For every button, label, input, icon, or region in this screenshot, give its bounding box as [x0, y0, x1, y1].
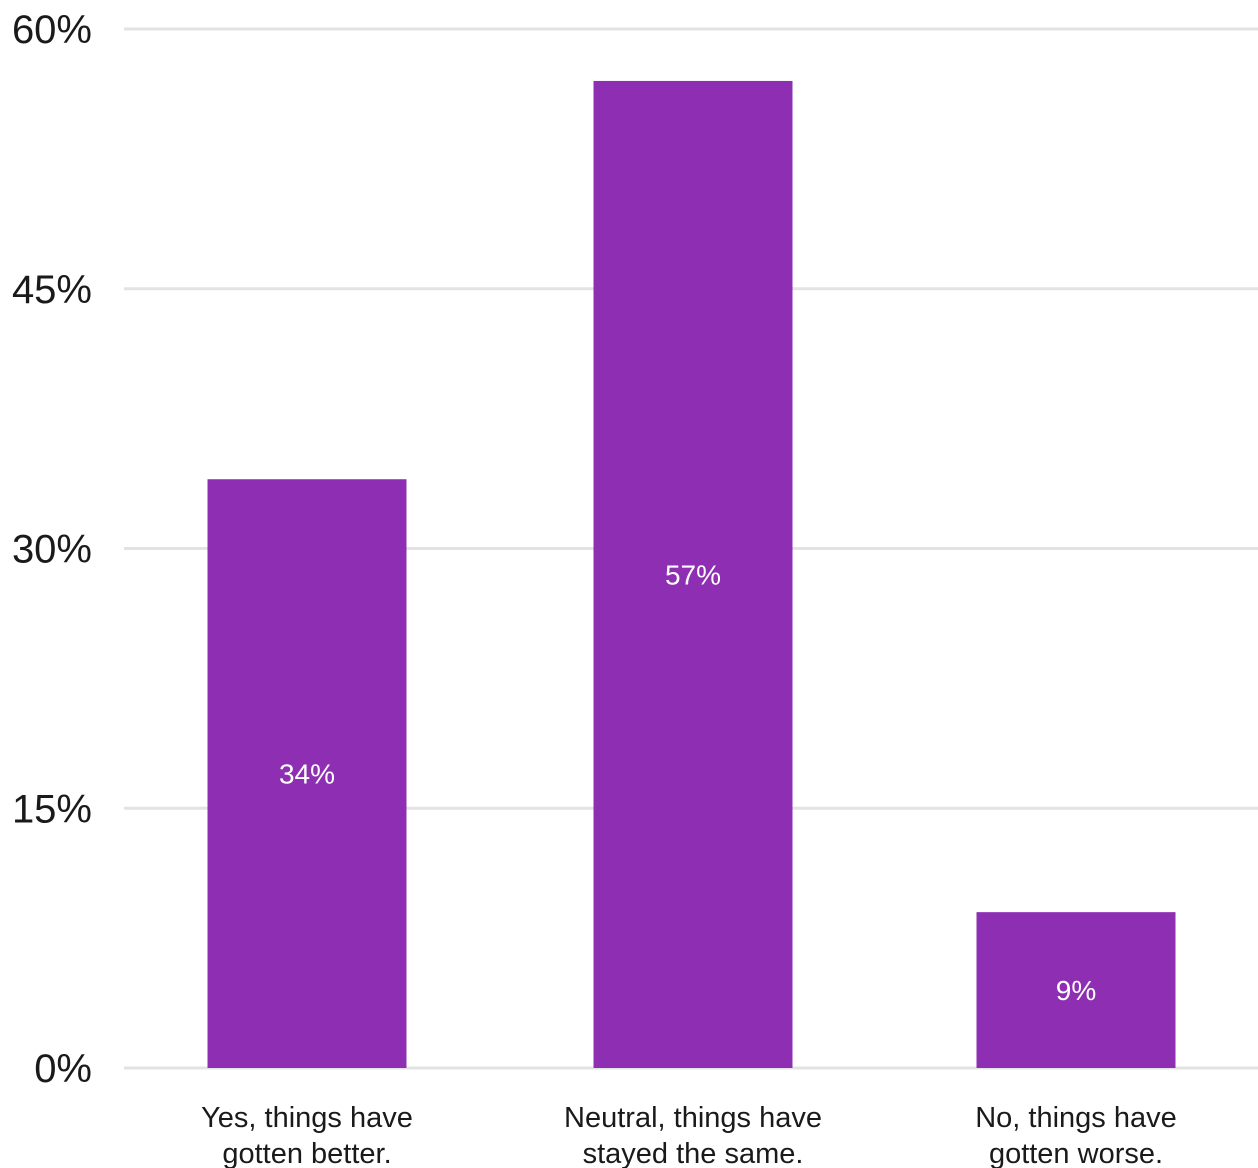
- category-label-1-line-1: Yes, things have: [201, 1102, 413, 1134]
- data-label-1: 34%: [279, 759, 335, 790]
- x-axis-category-labels: Yes, things have gotten better. Neutral, t…: [201, 1102, 1177, 1168]
- category-label-2-line-1: Neutral, things have: [564, 1102, 822, 1134]
- y-tick-label-30: 30%: [12, 528, 92, 572]
- bar-2: [593, 80, 793, 1068]
- category-label-3-line-2: gotten worse.: [989, 1138, 1163, 1168]
- bars: [207, 80, 1176, 1068]
- category-label-3-line-1: No, things have: [975, 1102, 1177, 1134]
- data-label-3: 9%: [1056, 975, 1096, 1006]
- category-label-1-line-2: gotten better.: [222, 1138, 391, 1168]
- bar-3: [976, 912, 1176, 1068]
- y-tick-label-15: 15%: [12, 787, 92, 831]
- y-tick-label-45: 45%: [12, 268, 92, 312]
- data-label-2: 57%: [665, 559, 721, 590]
- bar-1: [207, 479, 407, 1068]
- y-tick-label-0: 0%: [34, 1047, 92, 1091]
- y-axis-tick-labels: 0% 15% 30% 45% 60%: [12, 8, 92, 1091]
- y-tick-label-60: 60%: [12, 8, 92, 52]
- category-label-2-line-2: stayed the same.: [583, 1138, 804, 1168]
- data-labels: 34% 57% 9%: [279, 559, 1096, 1006]
